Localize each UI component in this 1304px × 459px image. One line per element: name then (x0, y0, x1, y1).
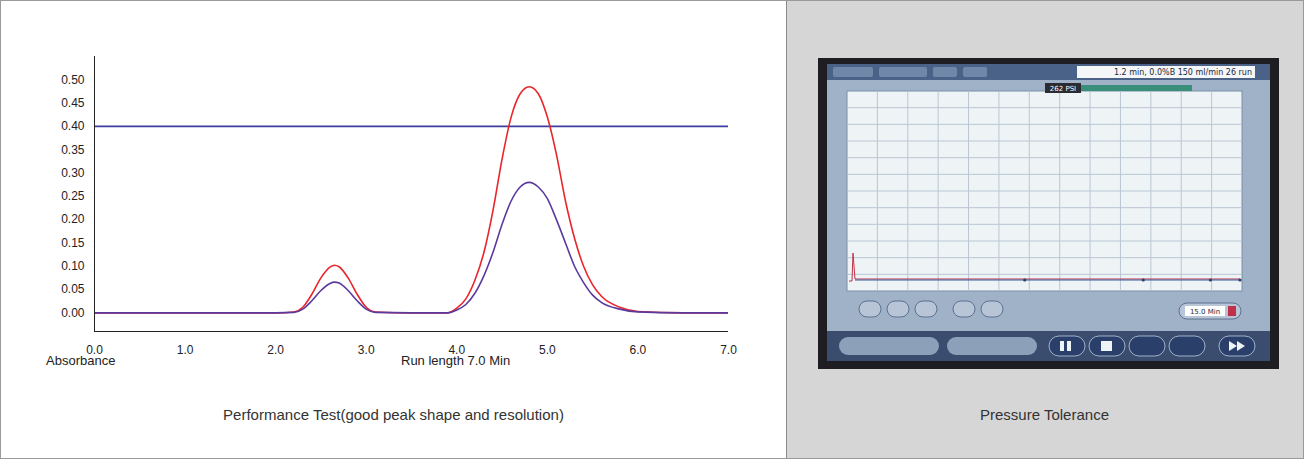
html-text:Absorbance: Absorbance (46, 353, 116, 368)
svg-text:0.05: 0.05 (61, 282, 85, 296)
svg-text:15.0 Min: 15.0 Min (1190, 308, 1220, 316)
svg-text:1.2 min, 0.0%B 150 ml/min 26 r: 1.2 min, 0.0%B 150 ml/min 26 run (1114, 68, 1252, 77)
svg-text:0.00: 0.00 (61, 306, 85, 320)
svg-text:1.0: 1.0 (177, 343, 194, 357)
html-text:Run length 7.0 Min: Run length 7.0 Min (401, 353, 511, 368)
svg-text:2.0: 2.0 (267, 343, 284, 357)
svg-text:0.50: 0.50 (61, 73, 85, 87)
svg-text:4.0: 4.0 (448, 343, 466, 357)
svg-text:0.25: 0.25 (61, 189, 85, 203)
svg-text:0.45: 0.45 (61, 96, 85, 110)
svg-text:0.35: 0.35 (61, 143, 85, 157)
svg-text:0.10: 0.10 (61, 259, 85, 273)
svg-text:7.0: 7.0 (720, 343, 737, 357)
html-text:Performance Test(good peak sha: Performance Test(good peak shape and res… (223, 406, 564, 423)
svg-text:0.20: 0.20 (61, 212, 85, 226)
svg-text:262 PSI: 262 PSI (1050, 85, 1076, 93)
svg-text:0.15: 0.15 (61, 236, 85, 250)
svg-text:6.0: 6.0 (630, 343, 647, 357)
svg-text:5.0: 5.0 (539, 343, 556, 357)
svg-text:0.0: 0.0 (86, 343, 103, 357)
html-text:Pressure Tolerance: Pressure Tolerance (980, 406, 1109, 423)
svg-text:0.40: 0.40 (61, 119, 85, 133)
svg-text:0.30: 0.30 (61, 166, 85, 180)
svg-text:3.0: 3.0 (358, 343, 375, 357)
